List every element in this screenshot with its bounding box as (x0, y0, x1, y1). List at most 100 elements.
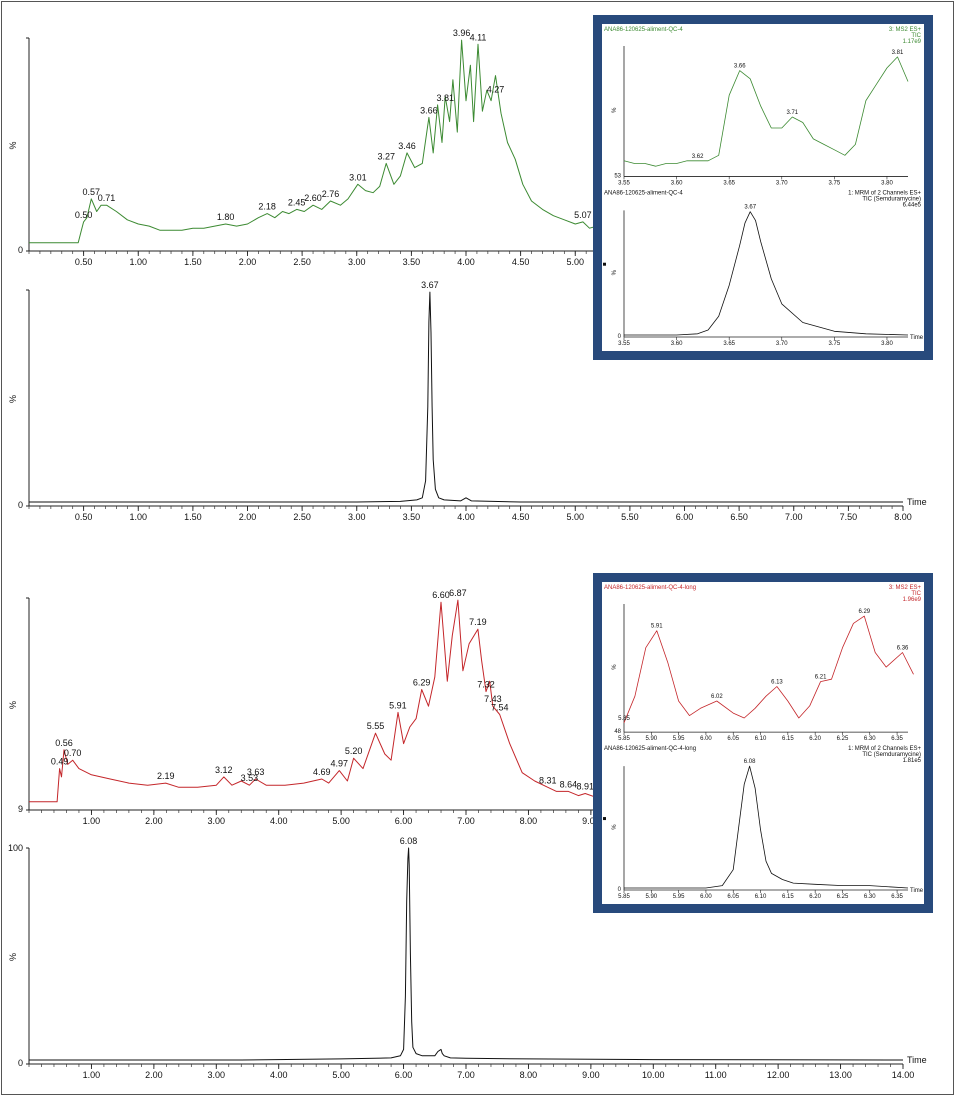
peak-label: 3.01 (349, 172, 367, 182)
inset-peak-label: 6.13 (771, 679, 783, 685)
x-tick-label: 0.50 (75, 257, 93, 267)
y-axis-label: % (8, 395, 18, 403)
x-tick-label: 2.50 (293, 257, 311, 267)
inset-sample-name: ANA86-120625-aliment-QC-4 (604, 190, 683, 196)
inset-x-tick-label: 5.90 (645, 736, 657, 742)
inset-trace (623, 615, 914, 723)
x-tick-label: 7.00 (785, 512, 803, 522)
y-tick-label: 0 (18, 1058, 23, 1068)
inset-x-tick-label: 3.60 (671, 341, 683, 347)
inset-y-tick-label: 0 (618, 334, 622, 340)
x-tick-label: 8.00 (520, 1070, 538, 1080)
x-axis-label: Time (907, 1055, 927, 1065)
inset-x-tick-label: 5.95 (673, 894, 685, 900)
x-tick-label: 9.00 (582, 816, 600, 826)
inset-top-plot: 3.55 3.60 3.65 3.70 3.75 3.80% 53 3.62 3.66 3.71 3… (612, 46, 909, 186)
inset-background (602, 582, 924, 904)
inset-x-tick-label: 6.30 (864, 736, 876, 742)
y-axis-label: % (8, 953, 18, 961)
inset-x-tick-label: 6.15 (782, 894, 794, 900)
inset-x-tick-label: 6.05 (727, 736, 739, 742)
x-tick-label: 3.50 (403, 257, 421, 267)
x-tick-label: 2.00 (239, 257, 257, 267)
inset-x-tick-label: 3.75 (829, 180, 841, 186)
peak-label: 3.53 (241, 773, 259, 783)
peak-label: 6.29 (413, 678, 431, 688)
inset-channel: 1: MRM of 2 Channels ES+ (848, 746, 921, 752)
inset-x-tick-label: 3.75 (829, 341, 841, 347)
peak-label: 2.18 (258, 202, 276, 212)
peak-label: 5.20 (345, 746, 363, 756)
inset-peak-label: 5.85 (618, 716, 630, 722)
x-tick-label: 10.00 (642, 1070, 665, 1080)
peak-label: 7.43 (484, 694, 502, 704)
peak-label: 0.57 (83, 187, 101, 197)
inset-intensity: 6.44e5 (903, 202, 922, 208)
inset-trace-name: TIC (911, 33, 921, 39)
inset-x-tick-label: 3.70 (776, 180, 788, 186)
inset-y-tick-label: 53 (614, 173, 621, 179)
inset-peak-label: 3.62 (692, 154, 704, 160)
main-chromatograms: 0.50 1.00 1.50 2.00 2.50 3.00 3.50 4.00 4.50 5.00… (8, 28, 927, 1080)
peak-label: 7.19 (469, 617, 487, 627)
peak-label: 0.50 (75, 210, 93, 220)
x-tick-label: 5.00 (332, 816, 350, 826)
inset-x-tick-label: 6.35 (891, 736, 903, 742)
inset-x-tick-label: 5.90 (645, 894, 657, 900)
x-tick-label: 3.00 (208, 816, 226, 826)
chromatogram-trace (29, 39, 598, 244)
inset-channel: 3: MS2 ES+ (889, 585, 922, 591)
zoom-inset-2: ANA86-120625-aliment-QC-4-long 3: MS2 ES+… (593, 573, 933, 913)
peak-label: 3.46 (398, 141, 416, 151)
peak-label: 0.70 (64, 748, 82, 758)
inset-x-tick-label: 3.60 (671, 180, 683, 186)
x-tick-label: 3.00 (348, 512, 366, 522)
inset-y-label: % (612, 269, 618, 275)
inset-intensity: 1.17e9 (903, 39, 922, 45)
inset-bottom-plot: 3.55 3.60 3.65 3.70 3.75 3.80% 0 Time 3.67 (612, 205, 924, 347)
peak-label: 2.19 (157, 771, 175, 781)
peak-label: 3.63 (247, 767, 265, 777)
inset-x-label: Time (910, 335, 924, 341)
x-tick-label: 13.00 (829, 1070, 852, 1080)
x-tick-label: 4.00 (270, 1070, 288, 1080)
inset-x-tick-label: 3.80 (881, 341, 893, 347)
inset-peak-label: 6.36 (897, 646, 909, 652)
x-tick-label: 2.00 (239, 512, 257, 522)
peak-label: 7.54 (491, 702, 509, 712)
peak-label: 0.49 (51, 757, 69, 767)
x-tick-label: 4.50 (512, 512, 530, 522)
peak-label: 3.27 (377, 151, 395, 161)
inset-top-plot: 5.85 5.90 5.95 6.00 6.05 6.10 6.15 6.20 6.25 6.30… (612, 604, 914, 742)
x-axis-label: Time (907, 497, 927, 507)
x-tick-label: 6.00 (395, 816, 413, 826)
x-tick-label: 3.00 (348, 257, 366, 267)
x-tick-label: 6.50 (730, 512, 748, 522)
inset-x-tick-label: 6.25 (837, 736, 849, 742)
peak-label: 8.64 (560, 779, 578, 789)
x-tick-label: 0.50 (75, 512, 93, 522)
peak-label: 4.11 (470, 32, 487, 42)
peak-label: 7.32 (477, 680, 495, 690)
peak-label: 5.91 (389, 700, 407, 710)
inset-sample-name: ANA86-120625-aliment-QC-4-long (604, 746, 696, 752)
x-tick-label: 3.00 (208, 1070, 226, 1080)
peak-label: 2.45 (288, 197, 306, 207)
peak-label: 8.31 (539, 775, 557, 785)
inset-x-label: Time (910, 888, 924, 894)
peak-label: 0.56 (55, 738, 73, 748)
chromatogram-trace (29, 847, 904, 1061)
x-tick-label: 5.50 (621, 512, 639, 522)
x-tick-label: 4.00 (457, 257, 475, 267)
peak-label: 4.97 (331, 759, 349, 769)
x-tick-label: 8.00 (894, 512, 912, 522)
x-tick-label: 1.00 (83, 1070, 101, 1080)
inset-x-tick-label: 3.65 (723, 180, 735, 186)
peak-label: 3.81 (436, 93, 454, 103)
y-axis-label: % (8, 141, 18, 149)
x-tick-label: 9.00 (582, 1070, 600, 1080)
inset-peak-label: 6.29 (858, 609, 870, 615)
x-tick-label: 4.00 (457, 512, 475, 522)
x-tick-label: 2.00 (145, 1070, 163, 1080)
x-tick-label: 4.00 (270, 816, 288, 826)
